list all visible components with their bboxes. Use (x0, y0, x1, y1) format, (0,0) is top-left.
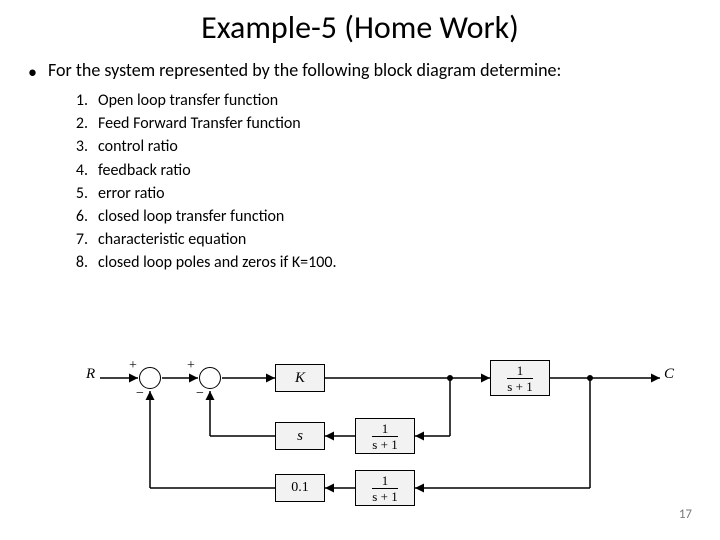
list-item: 6.closed loop transfer function (70, 205, 720, 228)
list-item: 8.closed loop poles and zeros if K=100. (70, 251, 720, 274)
pickoff-node (447, 375, 453, 381)
page-number: 17 (679, 507, 692, 522)
list-item: 4.feedback ratio (70, 159, 720, 182)
input-label: R (86, 366, 95, 383)
plus-sign: + (129, 358, 137, 374)
numbered-list: 1.Open loop transfer function 2.Feed For… (0, 81, 720, 275)
list-item: 5.error ratio (70, 182, 720, 205)
block-diagram: R C + − + − K 1s + 1 1s + 1 s 1s + 1 0.1 (80, 358, 680, 518)
bullet-dot: • (28, 61, 37, 83)
block-s: s (275, 422, 325, 450)
block-h-outer: 1s + 1 (355, 470, 415, 506)
intro-text: For the system represented by the follow… (48, 59, 561, 81)
minus-sign: − (136, 386, 144, 402)
plus-sign: + (187, 358, 195, 374)
list-item: 1.Open loop transfer function (70, 89, 720, 112)
pickoff-node (587, 375, 593, 381)
output-label: C (664, 366, 674, 383)
block-h-inner: 1s + 1 (355, 418, 415, 454)
list-item: 7.characteristic equation (70, 228, 720, 251)
intro-paragraph: • For the system represented by the foll… (0, 59, 720, 81)
slide-title: Example-5 (Home Work) (0, 0, 720, 59)
minus-sign: − (196, 386, 204, 402)
block-g2: 1s + 1 (490, 360, 550, 396)
block-k: K (275, 364, 325, 392)
list-item: 3.control ratio (70, 135, 720, 158)
block-gain-01: 0.1 (275, 474, 325, 502)
list-item: 2.Feed Forward Transfer function (70, 112, 720, 135)
